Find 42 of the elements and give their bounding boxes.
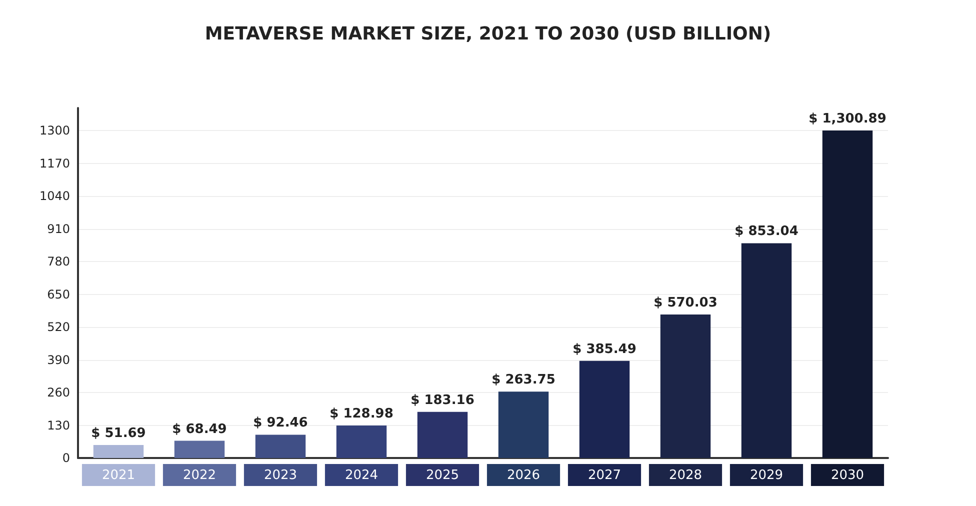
- bar: [660, 314, 711, 458]
- y-tick-label: 130: [47, 418, 70, 432]
- x-tick-label: 2022: [182, 468, 216, 483]
- x-tick-label: 2021: [102, 468, 136, 483]
- y-tick-label: 520: [47, 320, 70, 334]
- y-tick-label: 910: [47, 222, 70, 236]
- x-tick-label: 2024: [344, 468, 378, 483]
- bar: [336, 426, 387, 458]
- bar: [255, 434, 306, 458]
- x-tick-label: 2026: [506, 468, 540, 483]
- x-tick-label: 2028: [668, 468, 702, 483]
- bar: [93, 444, 144, 458]
- bar: [498, 392, 549, 458]
- data-label: $ 385.49: [572, 342, 636, 357]
- bar: [174, 440, 225, 458]
- data-label: $ 1,300.89: [808, 111, 886, 126]
- x-tick-label: 2025: [426, 468, 460, 483]
- bar: [417, 412, 468, 458]
- data-label: $ 51.69: [91, 426, 146, 441]
- x-tick-label: 2030: [830, 468, 864, 483]
- chart-title: METAVERSE MARKET SIZE, 2021 TO 2030 (USD BILLION): [204, 24, 772, 44]
- y-tick-label: 1300: [39, 124, 70, 138]
- data-label: $ 570.03: [654, 295, 718, 310]
- y-tick-label: 780: [47, 254, 70, 269]
- data-label: $ 853.04: [734, 224, 798, 240]
- y-tick-label: 650: [47, 287, 70, 302]
- y-tick-label: 390: [47, 352, 70, 367]
- data-label: $ 183.16: [410, 392, 474, 408]
- x-tick-label: 2027: [588, 468, 622, 483]
- bar: [822, 130, 873, 458]
- data-label: $ 92.46: [253, 416, 308, 431]
- y-tick-label: 0: [62, 451, 70, 465]
- y-tick-label: 1040: [39, 189, 70, 204]
- x-tick-label: 2023: [264, 468, 298, 483]
- x-tick-label: 2029: [750, 468, 784, 483]
- y-tick-label: 1170: [39, 156, 70, 170]
- bar: [579, 360, 630, 458]
- data-label: $ 263.75: [492, 372, 556, 388]
- bar: [741, 243, 792, 458]
- y-tick-label: 260: [47, 386, 70, 400]
- data-label: $ 68.49: [172, 422, 227, 437]
- data-label: $ 128.98: [330, 406, 394, 422]
